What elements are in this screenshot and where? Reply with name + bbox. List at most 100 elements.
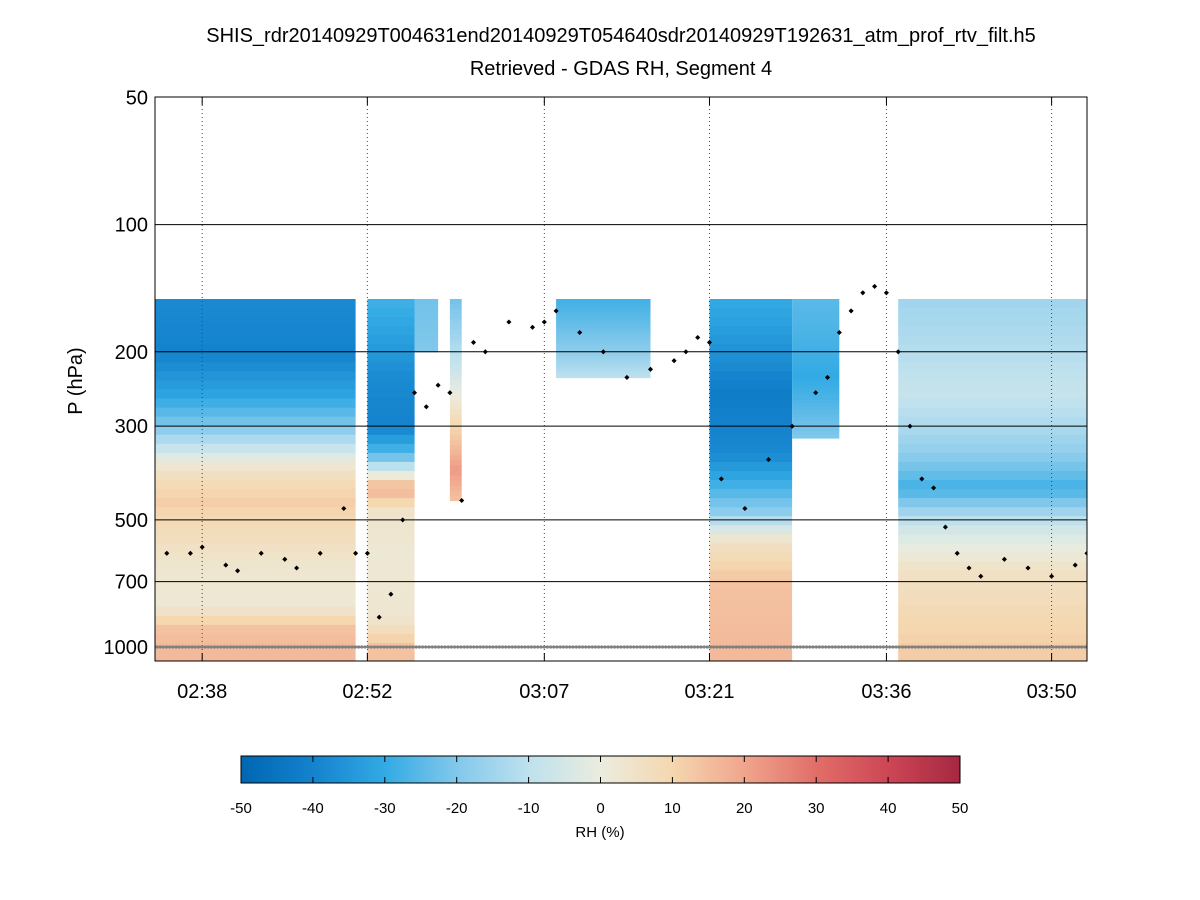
surface-marker [193,645,197,649]
surface-marker [280,645,284,649]
surface-marker [261,645,265,649]
chart-subtitle: Retrieved - GDAS RH, Segment 4 [470,58,772,80]
surface-marker [389,645,393,649]
heatmap-cell [449,414,462,421]
surface-marker [440,645,444,649]
surface-marker [590,645,594,649]
heatmap-cell [709,407,793,418]
heatmap-cell [556,336,651,339]
surface-marker [334,645,338,649]
heatmap-cell [449,384,462,391]
surface-marker [795,645,799,649]
surface-marker [241,645,245,649]
heatmap-cell [449,344,462,350]
surface-marker [181,645,185,649]
surface-marker [808,645,812,649]
heatmap-cell [556,367,651,371]
heatmap-cell [556,338,651,341]
surface-marker [613,645,617,649]
surface-marker [757,645,761,649]
heatmap-cell [449,369,462,376]
surface-marker [1038,645,1042,649]
surface-marker [302,645,306,649]
heatmap-cell [898,434,1087,445]
surface-marker [293,645,297,649]
surface-marker [507,645,511,649]
heatmap-segment [556,299,651,379]
heatmap-cell [709,371,793,381]
heatmap-cell [414,337,439,340]
surface-marker [955,645,959,649]
retrieval-dot [600,349,606,355]
heatmap-cell [367,606,415,617]
heatmap-cell [898,344,1087,354]
surface-marker [597,645,601,649]
surface-marker [523,645,527,649]
heatmap-cell [709,534,793,544]
heatmap-cell [367,615,415,626]
retrieval-dot [931,485,937,491]
surface-marker [360,645,364,649]
x-tick-label: 03:07 [519,681,569,703]
surface-marker [801,645,806,649]
heatmap-cell [449,425,462,431]
surface-marker [155,645,159,649]
surface-marker [337,645,341,649]
surface-marker [325,645,329,649]
heatmap-cell [414,341,439,344]
heatmap-cell [414,329,439,332]
heatmap-cell [367,308,415,318]
surface-marker [542,645,546,649]
surface-marker [405,645,409,649]
surface-marker [785,645,790,649]
heatmap-cell [449,359,462,366]
surface-marker [805,645,809,649]
retrieval-dot [435,382,441,388]
heatmap-cell [155,461,356,472]
surface-marker [1016,645,1020,649]
heatmap-segment [898,299,1087,661]
retrieval-dot [353,550,359,556]
retrieval-dot [836,329,842,336]
heatmap-cell [792,385,840,390]
heatmap-cell [155,362,356,372]
surface-marker [430,645,434,649]
x-tick-label: 02:52 [342,681,392,703]
heatmap-cell [367,452,415,463]
heatmap-cell [367,326,415,336]
heatmap-cell [556,369,651,373]
heatmap-cell [155,624,356,635]
surface-marker [987,645,991,649]
heatmap-cell [556,346,651,349]
heatmap-cell [556,371,651,375]
surface-marker [846,645,850,649]
surface-marker [379,645,383,649]
heatmap-cell [414,339,439,342]
surface-marker [677,645,681,649]
surface-marker [1070,645,1074,649]
surface-marker [305,645,309,649]
surface-marker [792,645,796,649]
retrieval-dot [848,308,854,314]
heatmap-cell [414,346,439,349]
heatmap-cell [367,579,415,590]
heatmap-cell [449,334,462,340]
heatmap-cell [556,361,651,365]
surface-marker [891,645,895,649]
surface-marker [709,645,713,649]
surface-marker [952,645,956,649]
retrieval-dot [376,614,382,620]
heatmap-cell [367,317,415,327]
surface-marker [1080,645,1084,649]
surface-marker [721,645,726,649]
surface-marker [872,645,876,649]
surface-marker [1077,645,1081,649]
surface-marker [904,645,908,649]
retrieval-dot [447,390,453,396]
retrieval-dot [1072,562,1078,568]
surface-marker [453,645,457,649]
heatmap-cell [709,579,793,590]
surface-marker [536,645,540,649]
surface-marker [533,645,537,649]
retrieval-dot [541,319,547,325]
